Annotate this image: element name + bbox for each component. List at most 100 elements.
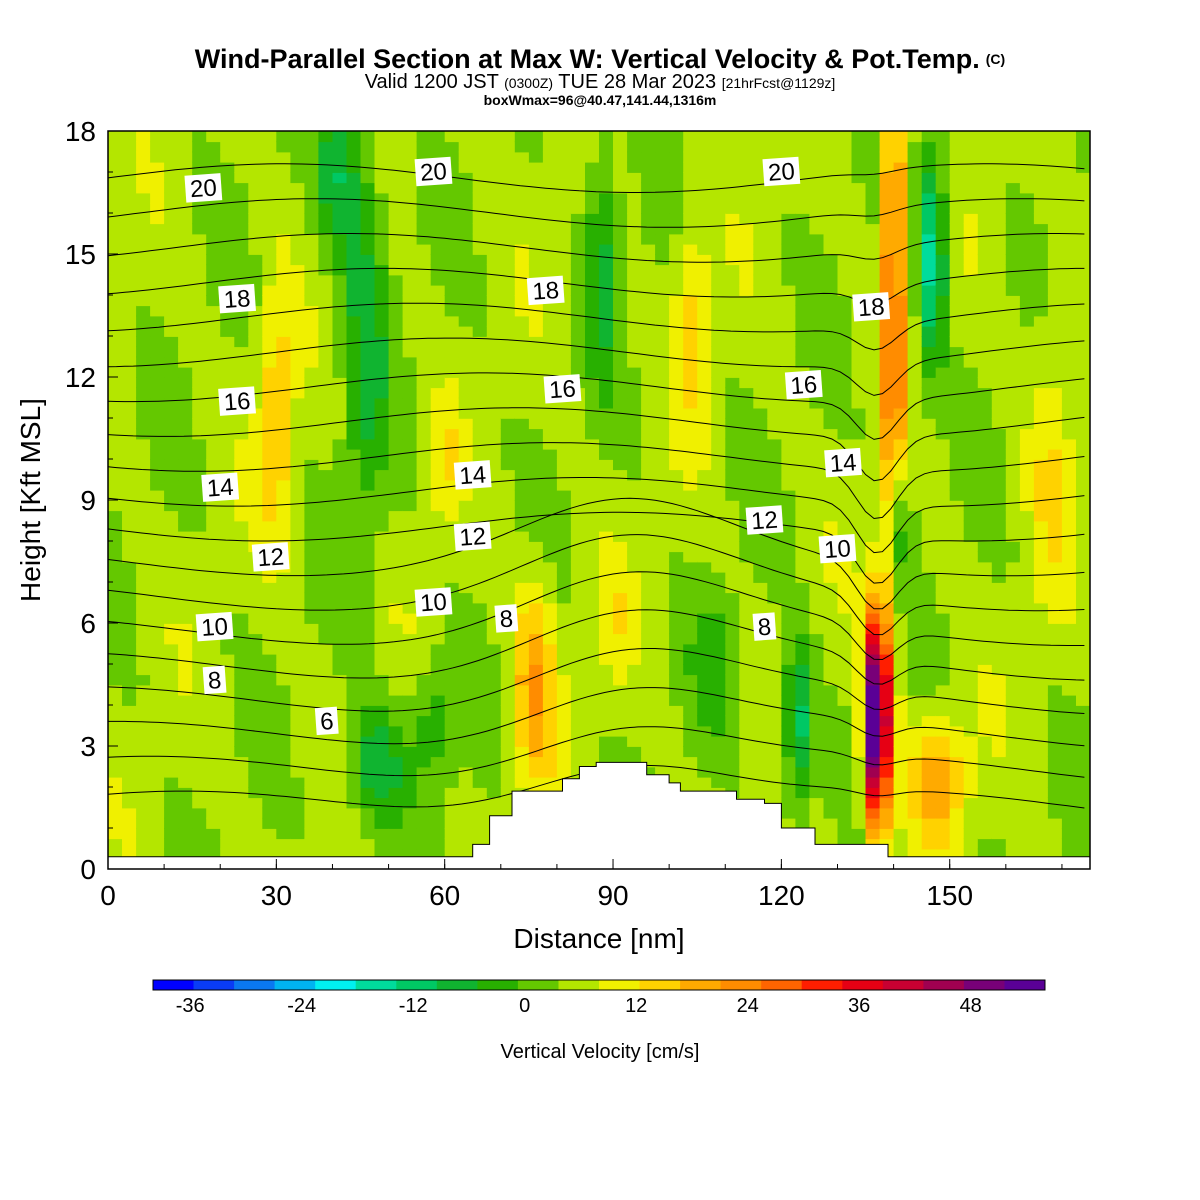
velocity-cell [360,694,376,706]
velocity-cell [556,202,572,214]
velocity-cell [627,489,642,501]
velocity-cell [1076,725,1090,737]
velocity-cell [276,172,292,184]
velocity-cell [1061,592,1077,604]
velocity-cell [1005,725,1021,737]
velocity-cell [935,254,951,266]
velocity-cell [164,407,179,419]
velocity-cell [1019,438,1035,450]
velocity-cell [669,141,684,153]
velocity-cell [192,295,207,307]
velocity-cell [879,336,895,348]
velocity-cell [290,530,306,542]
velocity-cell [178,356,193,368]
velocity-cell [556,510,572,522]
velocity-cell [276,592,292,604]
velocity-cell [150,582,165,594]
velocity-cell [1047,643,1063,655]
velocity-cell [402,817,418,829]
velocity-cell [949,305,965,317]
velocity-cell [879,530,895,542]
velocity-cell [683,151,698,163]
velocity-cell [220,582,235,594]
velocity-cell [150,530,165,542]
velocity-cell [739,346,755,358]
velocity-cell [220,756,235,768]
velocity-cell [276,582,292,594]
velocity-cell [809,694,825,706]
velocity-cell [500,807,516,819]
velocity-cell [949,787,965,799]
velocity-cell [641,172,656,184]
velocity-cell [963,305,979,317]
velocity-cell [318,541,334,553]
velocity-cell [570,633,586,645]
velocity-cell [444,582,460,594]
velocity-cell [879,192,895,204]
velocity-cell [164,756,179,768]
velocity-cell [416,141,432,153]
velocity-cell [753,407,769,419]
velocity-cell [1061,705,1077,717]
velocity-cell [865,766,881,778]
velocity-cell [753,284,769,296]
velocity-cell [767,346,783,358]
velocity-cell [136,233,151,245]
velocity-cell [1033,520,1049,532]
velocity-cell [879,838,895,850]
velocity-cell [809,295,825,307]
velocity-cell [1047,592,1063,604]
velocity-cell [178,325,193,337]
velocity-cell [627,284,642,296]
velocity-cell [164,735,179,747]
velocity-cell [585,705,600,717]
velocity-cell [206,356,221,368]
velocity-cell [444,284,460,296]
velocity-cell [1047,336,1063,348]
velocity-cell [416,469,432,481]
velocity-cell [500,571,516,583]
velocity-cell [304,418,320,430]
velocity-cell [991,541,1007,553]
velocity-cell [220,254,235,266]
velocity-cell [837,131,853,143]
velocity-cell [921,469,937,481]
velocity-cell [865,161,881,173]
velocity-cell [234,561,250,573]
velocity-cell [879,243,895,255]
velocity-cell [921,592,937,604]
velocity-cell [781,315,797,327]
velocity-cell [164,346,179,358]
velocity-cell [304,797,320,809]
velocity-cell [472,817,488,829]
velocity-cell [136,192,151,204]
velocity-cell [1005,202,1021,214]
velocity-cell [1076,817,1090,829]
velocity-cell [290,623,306,635]
velocity-cell [879,172,895,184]
velocity-cell [753,223,769,235]
velocity-cell [1047,623,1063,635]
velocity-cell [753,684,769,696]
velocity-cell [276,694,292,706]
velocity-cell [585,366,600,378]
velocity-cell [472,510,488,522]
velocity-cell [655,131,670,143]
velocity-cell [1033,551,1049,563]
velocity-cell [556,602,572,614]
velocity-cell [697,612,712,624]
velocity-cell [655,541,670,553]
velocity-cell [921,510,937,522]
velocity-cell [262,202,278,214]
velocity-cell [977,500,993,512]
velocity-cell [178,479,193,491]
velocity-cell [725,694,741,706]
velocity-cell [332,151,348,163]
velocity-cell [669,643,684,655]
velocity-cell [374,612,390,624]
velocity-cell [528,366,544,378]
velocity-cell [304,530,320,542]
velocity-cell [444,520,460,532]
velocity-cell [893,264,909,276]
velocity-cell [514,274,530,286]
